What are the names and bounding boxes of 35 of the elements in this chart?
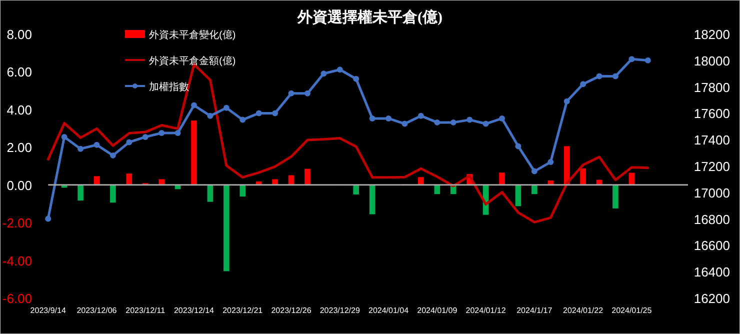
y-tick-label: 0.00 (6, 178, 32, 193)
x-tick-label: 2024/01/12 (466, 306, 506, 315)
y2-tick-label: 17800 (694, 80, 730, 95)
x-tick-label: 2024/01/22 (563, 306, 604, 315)
y2-tick-label: 18200 (694, 27, 730, 42)
y2-tick-label: 17400 (694, 132, 730, 148)
x-tick-label: 2024/01/09 (417, 306, 458, 315)
legend-label: 外資未平倉金額(億) (149, 55, 236, 67)
chart-title: 外資選擇權未平倉(億) (296, 9, 442, 26)
x-tick-label: 2023/9/14 (30, 306, 66, 315)
x-tick-label: 2023/12/14 (174, 306, 215, 315)
y2-tick-label: 17000 (694, 185, 730, 200)
y-tick-label: 2.00 (6, 140, 32, 156)
x-tick-label: 2024/01/25 (612, 306, 652, 315)
x-tick-label: 2024/01/04 (368, 306, 410, 315)
y2-tick-label: 16200 (694, 291, 730, 306)
y-tick-label: 6.00 (6, 64, 32, 80)
x-tick-label: 2023/12/06 (76, 306, 118, 315)
x-tick-label: 2023/12/29 (320, 306, 360, 315)
x-tick-label: 2024/1/17 (516, 306, 553, 315)
x-tick-label: 2023/12/11 (126, 306, 166, 315)
y2-tick-label: 16400 (694, 264, 730, 280)
y-tick-label: -6.00 (2, 291, 32, 306)
y-tick-label: 4.00 (6, 102, 32, 118)
y-tick-label: 8.00 (6, 27, 32, 42)
y-tick-label: -4.00 (2, 253, 32, 268)
legend-label: 外資未平倉變化(億) (149, 29, 236, 41)
y2-tick-label: 17200 (694, 159, 730, 174)
x-tick-label: 2023/12/21 (222, 306, 264, 315)
x-tick-label: 2023/12/26 (271, 306, 312, 315)
y2-tick-label: 18000 (694, 53, 730, 68)
y2-tick-label: 16600 (694, 238, 730, 254)
y-tick-label: -2.00 (2, 216, 32, 231)
y2-tick-label: 16800 (694, 212, 730, 227)
y2-tick-label: 17600 (694, 106, 730, 122)
